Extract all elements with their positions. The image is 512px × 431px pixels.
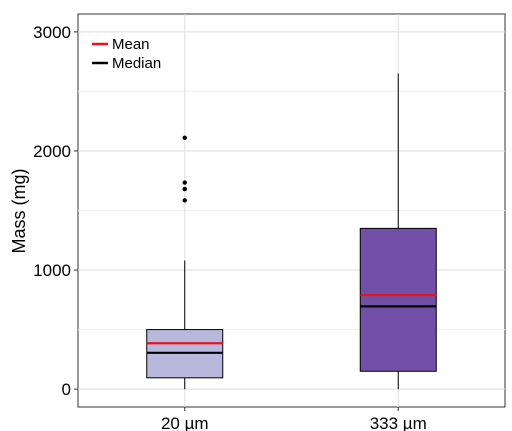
outlier-point — [182, 180, 187, 185]
x-tick-label: 20 µm — [161, 414, 209, 431]
y-tick-label: 1000 — [33, 261, 71, 280]
legend-label-median: Median — [112, 55, 161, 72]
x-axis: 20 µm 333 µm — [161, 407, 427, 431]
box-2 — [359, 73, 437, 390]
x-tick-label: 333 µm — [370, 414, 427, 431]
y-tick-label: 3000 — [33, 23, 71, 42]
y-tick-label: 0 — [62, 380, 71, 399]
legend: Mean Median — [92, 36, 161, 72]
outlier-point — [182, 186, 187, 192]
y-axis-title: Mass (mg) — [9, 169, 29, 254]
legend-label-mean: Mean — [112, 36, 150, 53]
outlier-point — [182, 135, 187, 141]
box-1 — [146, 135, 224, 390]
y-axis: 0 1000 2000 3000 — [33, 23, 78, 399]
outlier-point — [182, 198, 187, 203]
y-tick-label: 2000 — [33, 142, 71, 161]
boxes — [146, 73, 437, 390]
box-iqr — [359, 227, 437, 372]
